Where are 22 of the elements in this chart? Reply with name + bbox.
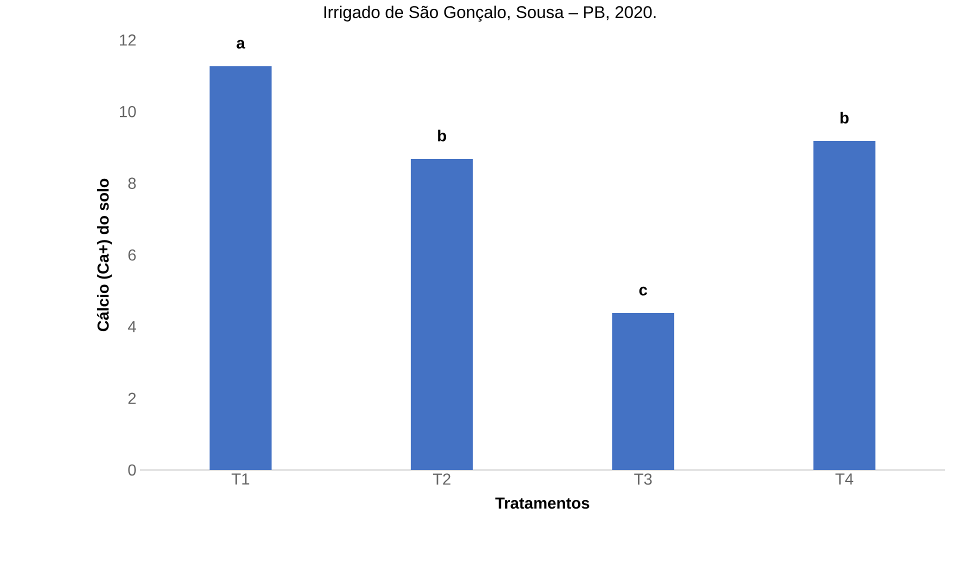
y-tick-label: 4	[128, 321, 136, 332]
y-tick-label: 10	[120, 106, 136, 118]
annotation: c	[639, 286, 648, 296]
bar	[813, 141, 876, 470]
annotation: b	[438, 130, 446, 142]
x-tick-label: T4	[835, 474, 854, 484]
x-axis-title: Tratamentos	[495, 498, 590, 509]
y-tick-label: 6	[128, 249, 136, 261]
annotation: b	[840, 112, 849, 124]
x-tick-label: T1	[232, 474, 250, 484]
bar	[210, 66, 272, 470]
bar	[612, 313, 674, 470]
bar	[410, 158, 473, 470]
x-tick-label: T3	[634, 474, 652, 485]
chart-title: Irrigado de São Gonçalo, Sousa – PB, 2020.	[324, 6, 656, 22]
annotation: a	[236, 40, 246, 49]
y-axis-title: Cálcio (Ca+) do solo	[96, 178, 112, 332]
x-tick-label: T2	[432, 474, 450, 485]
y-tick-label: 8	[128, 178, 136, 189]
y-tick-label: 0	[128, 464, 136, 476]
y-tick-label: 2	[128, 392, 136, 404]
y-tick-label: 12	[120, 34, 136, 46]
